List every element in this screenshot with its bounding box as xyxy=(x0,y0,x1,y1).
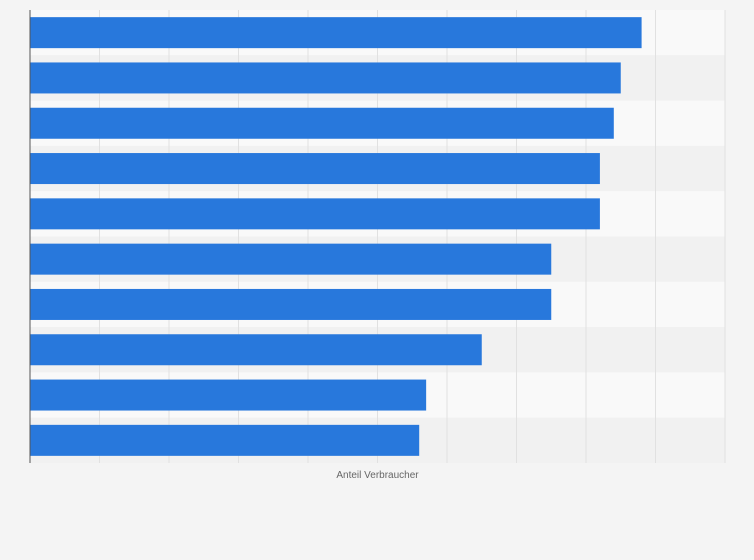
bar xyxy=(30,334,482,366)
bar xyxy=(30,288,552,320)
bar xyxy=(30,107,614,139)
x-axis-title: Anteil Verbraucher xyxy=(336,470,419,481)
bar xyxy=(30,17,642,49)
bar-series xyxy=(30,17,642,456)
bar xyxy=(30,62,621,94)
bar xyxy=(30,379,427,411)
bar xyxy=(30,198,600,230)
bar xyxy=(30,153,600,185)
bar xyxy=(30,424,420,456)
bar xyxy=(30,243,552,275)
